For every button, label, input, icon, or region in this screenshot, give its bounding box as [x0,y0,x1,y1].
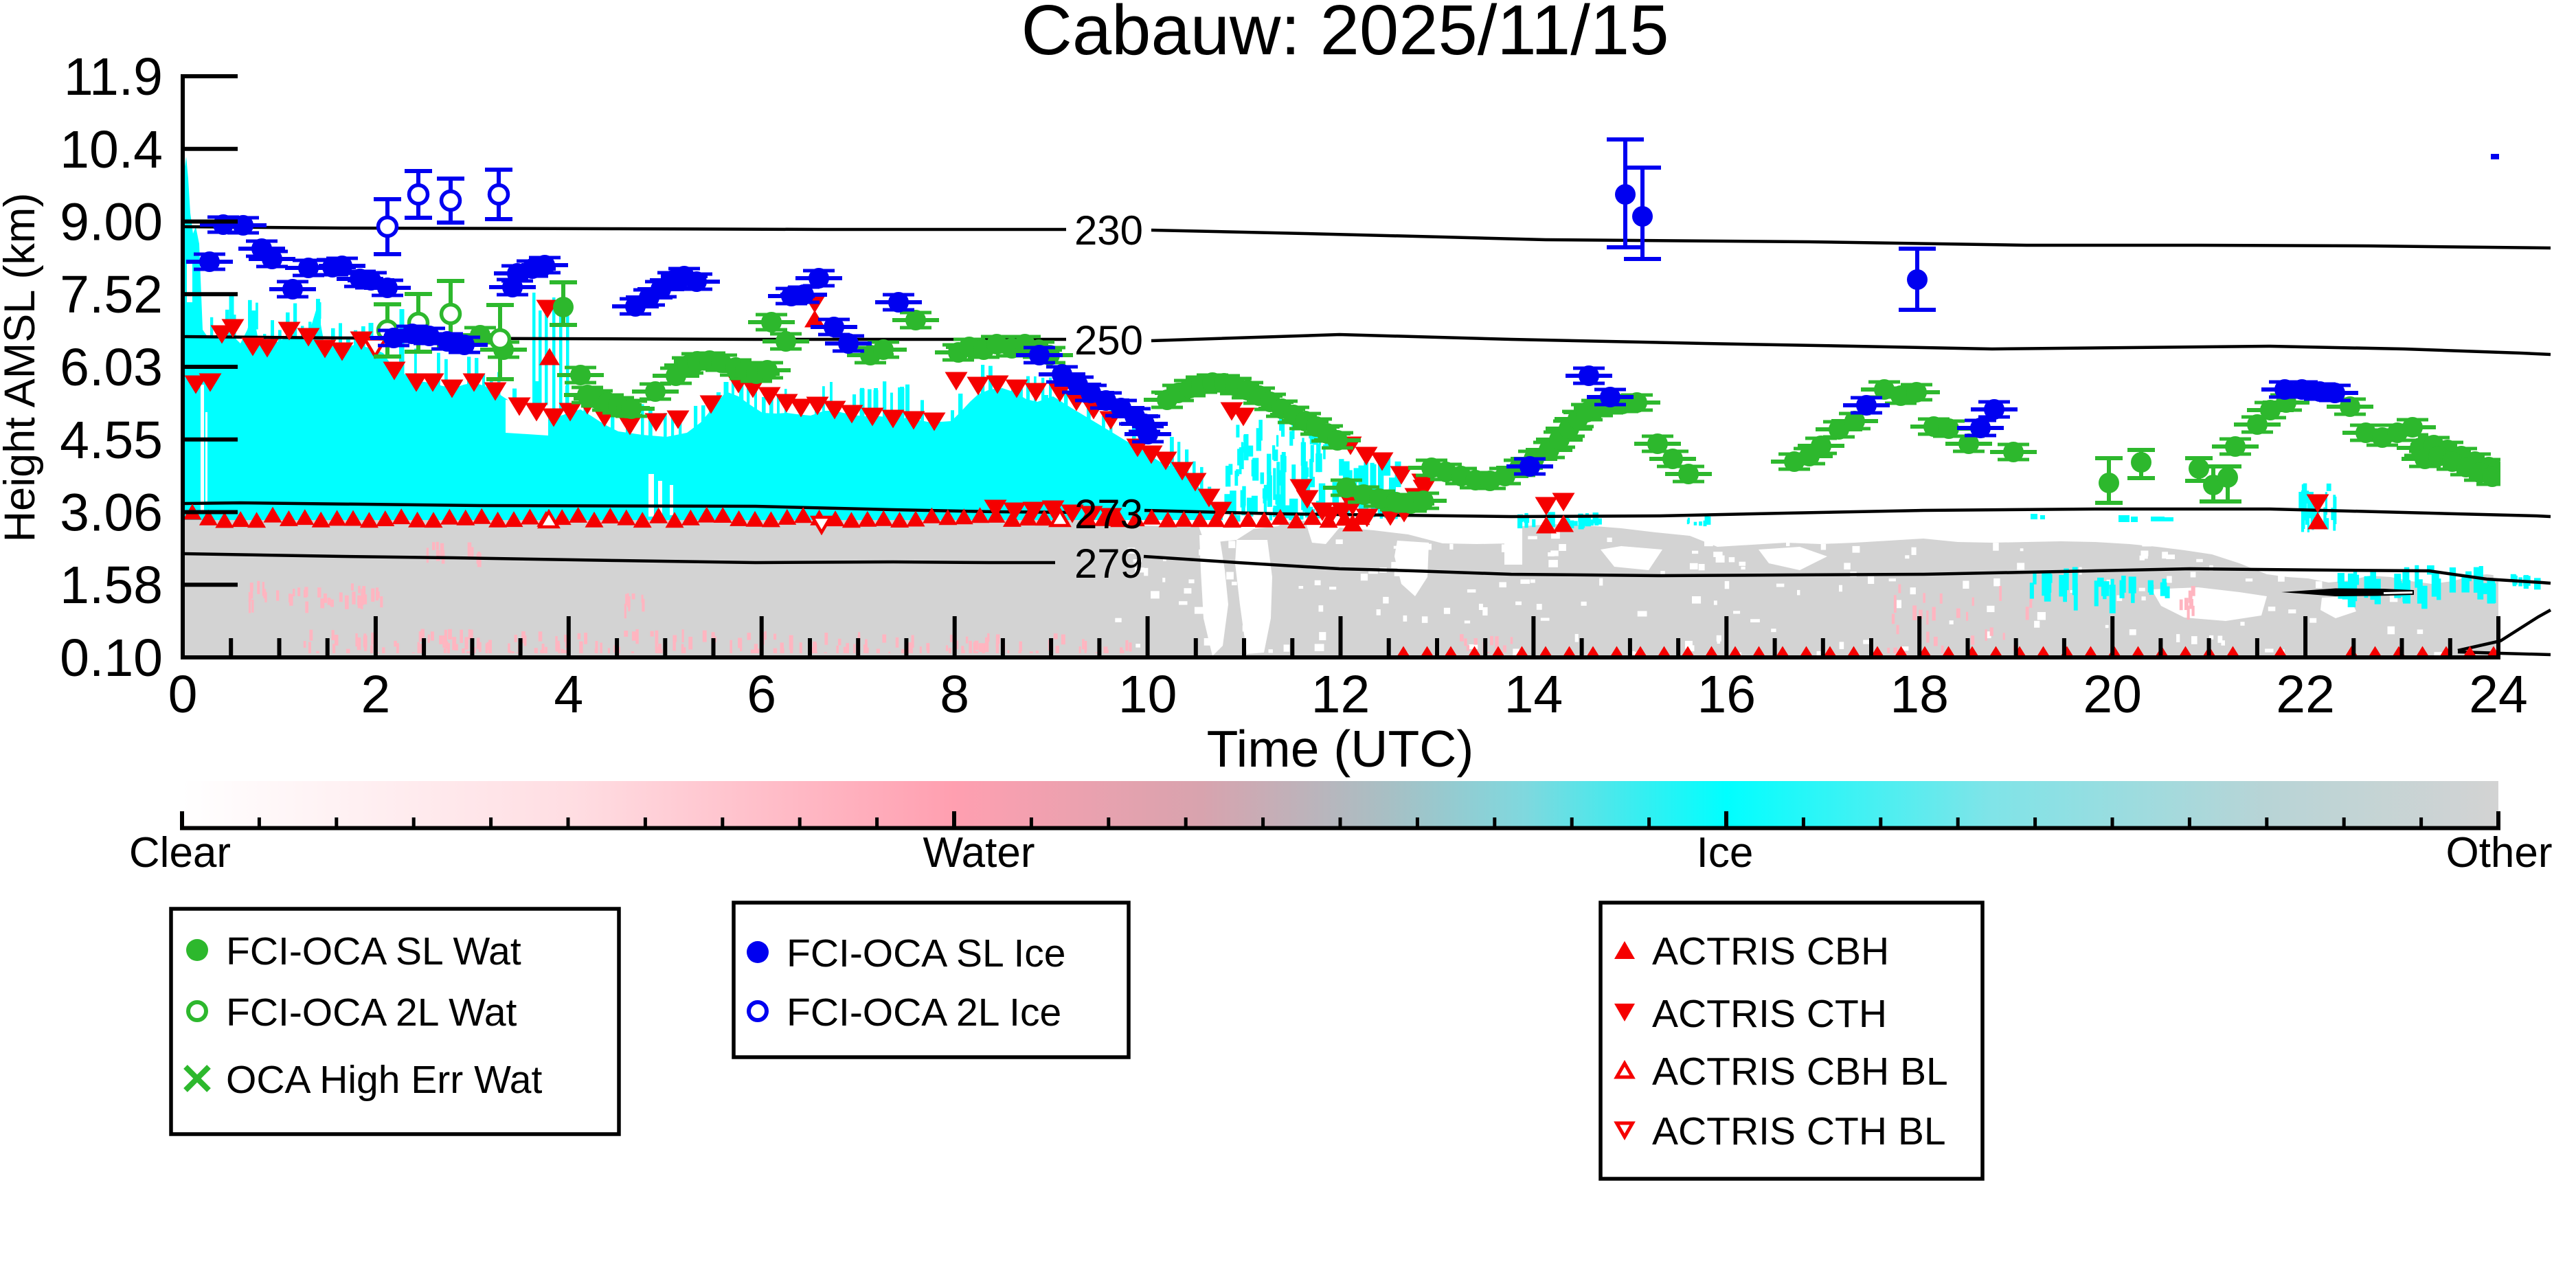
svg-text:8: 8 [940,665,969,724]
svg-text:Ice: Ice [1697,829,1754,877]
svg-text:250: 250 [1074,317,1143,363]
svg-text:1.58: 1.58 [60,556,163,615]
svg-text:Clear: Clear [129,829,231,877]
svg-text:22: 22 [2276,665,2335,724]
svg-text:0: 0 [168,665,198,724]
svg-text:3.06: 3.06 [60,484,163,543]
svg-text:10.4: 10.4 [60,120,163,179]
svg-text:14: 14 [1504,665,1563,724]
svg-text:Water: Water [923,829,1035,877]
svg-text:10: 10 [1118,665,1177,724]
svg-text:273: 273 [1074,491,1143,537]
svg-text:ACTRIS CBH BL: ACTRIS CBH BL [1652,1050,1948,1094]
svg-text:7.52: 7.52 [60,265,163,324]
svg-text:9.00: 9.00 [60,193,163,252]
svg-text:4.55: 4.55 [60,411,163,470]
svg-text:Height AMSL (km): Height AMSL (km) [0,193,44,543]
svg-text:279: 279 [1074,541,1143,587]
svg-text:Other: Other [2445,829,2552,877]
svg-text:Cabauw: 2025/11/15: Cabauw: 2025/11/15 [1021,0,1669,69]
svg-text:20: 20 [2083,665,2142,724]
svg-text:FCI-OCA 2L Ice: FCI-OCA 2L Ice [787,991,1061,1035]
svg-text:6: 6 [747,665,776,724]
svg-text:11.9: 11.9 [64,47,163,106]
svg-text:FCI-OCA SL Wat: FCI-OCA SL Wat [226,929,521,973]
svg-text:16: 16 [1697,665,1756,724]
svg-text:6.03: 6.03 [60,338,163,397]
svg-text:2: 2 [361,665,390,724]
svg-text:24: 24 [2469,665,2528,724]
svg-text:ACTRIS CBH: ACTRIS CBH [1652,929,1889,973]
svg-text:0.10: 0.10 [60,629,163,688]
svg-text:4: 4 [554,665,583,724]
svg-text:ACTRIS CTH BL: ACTRIS CTH BL [1652,1109,1946,1153]
svg-text:OCA High Err Wat: OCA High Err Wat [226,1058,542,1102]
svg-text:230: 230 [1074,207,1143,253]
svg-text:12: 12 [1311,665,1370,724]
svg-text:FCI-OCA SL Ice: FCI-OCA SL Ice [787,931,1066,975]
svg-text:18: 18 [1890,665,1949,724]
svg-text:Time (UTC): Time (UTC) [1207,720,1474,778]
svg-text:FCI-OCA 2L Wat: FCI-OCA 2L Wat [226,991,517,1035]
svg-text:ACTRIS CTH: ACTRIS CTH [1652,992,1887,1036]
